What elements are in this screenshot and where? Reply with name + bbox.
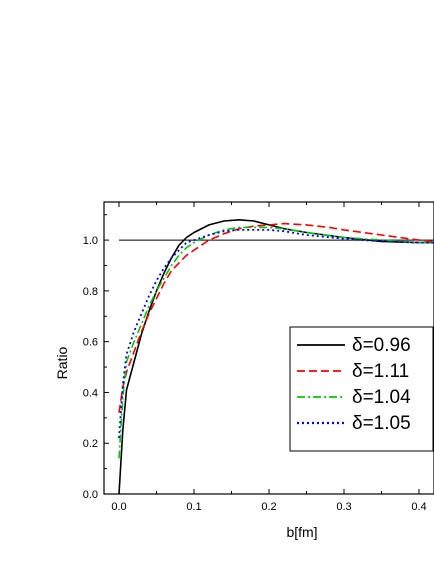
y-tick-label: 0.2 (83, 438, 98, 450)
series-line-3 (118, 226, 434, 459)
x-tick-label: 0.4 (411, 501, 426, 513)
x-tick-label: 0.1 (186, 501, 201, 513)
y-tick-label: 1.0 (83, 235, 98, 247)
y-axis-title: Ratio (54, 346, 70, 379)
x-tick-label: 0.2 (261, 501, 276, 513)
y-tick-label: 0.6 (83, 337, 98, 349)
axis-ticks (104, 202, 420, 495)
legend-label-3: δ=1.04 (352, 387, 411, 408)
series-line-2 (118, 222, 434, 413)
x-tick-label: 0.0 (111, 501, 126, 513)
x-tick-label: 0.3 (336, 501, 351, 513)
legend-box (289, 326, 434, 452)
y-tick-label: 0.8 (83, 286, 98, 298)
legend: δ=0.96 δ=1.11 δ=1.04 δ=1.05 (289, 326, 434, 452)
legend-label-1: δ=0.96 (352, 335, 411, 356)
y-tick-label: 0.4 (83, 387, 98, 399)
series-line-4 (118, 228, 434, 439)
y-tick-label: 0.0 (83, 489, 98, 501)
legend-label-4: δ=1.05 (352, 413, 411, 434)
legend-label-2: δ=1.11 (352, 361, 409, 382)
series-layer (118, 219, 434, 494)
axis-tick-labels: 0.0 0.1 0.2 0.3 0.4 0.0 0.2 0.4 0.6 0.8 1.0 (83, 235, 427, 513)
x-axis-title: b[fm] (286, 524, 317, 540)
